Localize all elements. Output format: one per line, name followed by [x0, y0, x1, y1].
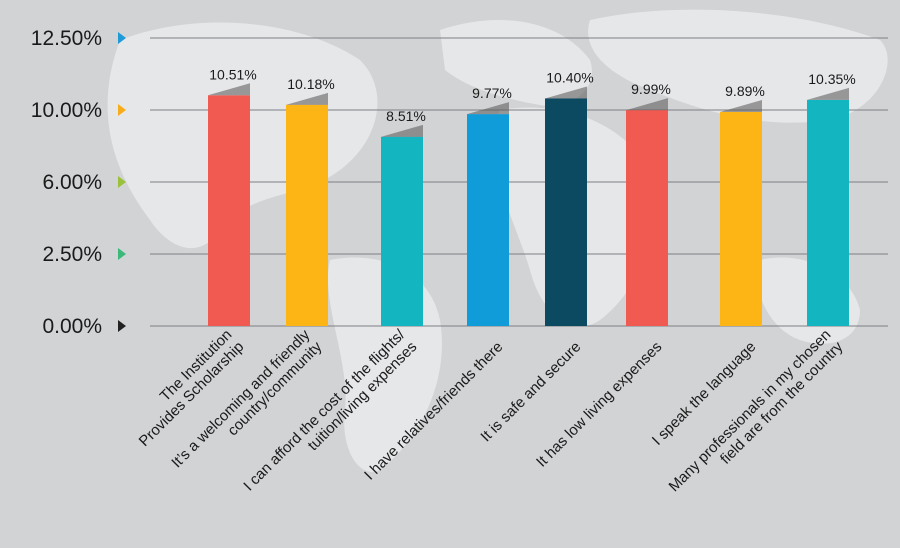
bar: [381, 136, 423, 326]
gridlines: [150, 37, 888, 327]
data-label: 10.18%: [287, 76, 334, 92]
bar-cap-shadow: [720, 99, 762, 112]
bar-cap-shadow: [467, 102, 509, 115]
bars: [208, 83, 849, 327]
y-tick-marker: [118, 320, 126, 332]
bar-cap-shadow: [208, 83, 250, 96]
data-label: 8.51%: [386, 108, 426, 124]
bar-cap-shadow: [381, 124, 423, 137]
bar-cap-shadow: [626, 98, 668, 111]
data-label: 9.99%: [631, 81, 671, 97]
y-tick-label: 0.00%: [42, 315, 102, 338]
y-tick-label: 6.00%: [42, 171, 102, 194]
data-label: 10.40%: [546, 69, 593, 85]
y-tick-marker: [118, 248, 126, 260]
y-tick-marker: [118, 104, 126, 116]
bar: [467, 114, 509, 326]
data-label: 10.51%: [209, 66, 256, 82]
y-axis: 12.50% 10.00% 6.00% 2.50% 0.00%: [31, 27, 126, 338]
bar: [208, 95, 250, 326]
data-label: 9.89%: [725, 83, 765, 99]
y-tick-label: 10.00%: [31, 99, 102, 122]
bar: [807, 99, 849, 326]
bar: [720, 111, 762, 326]
bar-cap-shadow: [807, 87, 849, 100]
bar: [626, 110, 668, 327]
y-tick-label: 2.50%: [42, 243, 102, 266]
bar-cap-shadow: [545, 86, 587, 99]
bar-cap-shadow: [286, 92, 328, 105]
y-tick-marker: [118, 176, 126, 188]
data-label: 10.35%: [808, 71, 855, 87]
y-tick-marker: [118, 32, 126, 44]
data-label: 9.77%: [472, 85, 512, 101]
bar: [545, 98, 587, 326]
data-labels: 10.51% 10.18% 8.51% 9.77% 10.40% 9.99% 9.89% 10…: [209, 66, 855, 124]
bar: [286, 104, 328, 326]
y-tick-label: 12.50%: [31, 27, 102, 50]
